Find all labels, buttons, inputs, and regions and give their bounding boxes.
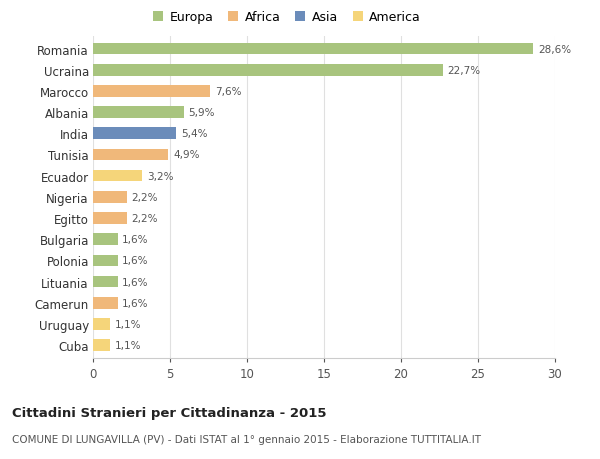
Bar bbox=[93, 44, 533, 55]
Text: 1,6%: 1,6% bbox=[122, 277, 149, 287]
Text: 1,6%: 1,6% bbox=[122, 298, 149, 308]
Bar bbox=[93, 234, 118, 246]
Text: COMUNE DI LUNGAVILLA (PV) - Dati ISTAT al 1° gennaio 2015 - Elaborazione TUTTITA: COMUNE DI LUNGAVILLA (PV) - Dati ISTAT a… bbox=[12, 434, 481, 444]
Text: 1,1%: 1,1% bbox=[115, 319, 141, 329]
Text: 3,2%: 3,2% bbox=[147, 171, 173, 181]
Bar bbox=[93, 276, 118, 288]
Text: 1,6%: 1,6% bbox=[122, 235, 149, 245]
Bar bbox=[93, 319, 110, 330]
Legend: Europa, Africa, Asia, America: Europa, Africa, Asia, America bbox=[153, 11, 421, 24]
Text: Cittadini Stranieri per Cittadinanza - 2015: Cittadini Stranieri per Cittadinanza - 2… bbox=[12, 406, 326, 419]
Text: 2,2%: 2,2% bbox=[131, 213, 158, 224]
Text: 5,9%: 5,9% bbox=[188, 108, 215, 118]
Text: 28,6%: 28,6% bbox=[538, 45, 571, 55]
Bar bbox=[93, 340, 110, 351]
Text: 2,2%: 2,2% bbox=[131, 192, 158, 202]
Bar bbox=[93, 191, 127, 203]
Bar bbox=[93, 255, 118, 267]
Bar bbox=[93, 149, 169, 161]
Text: 4,9%: 4,9% bbox=[173, 150, 200, 160]
Text: 7,6%: 7,6% bbox=[215, 87, 241, 97]
Bar bbox=[93, 297, 118, 309]
Bar bbox=[93, 213, 127, 224]
Bar bbox=[93, 128, 176, 140]
Text: 22,7%: 22,7% bbox=[447, 66, 481, 76]
Bar bbox=[93, 170, 142, 182]
Text: 1,6%: 1,6% bbox=[122, 256, 149, 266]
Bar bbox=[93, 86, 210, 97]
Text: 5,4%: 5,4% bbox=[181, 129, 207, 139]
Bar bbox=[93, 65, 443, 76]
Bar bbox=[93, 107, 184, 118]
Text: 1,1%: 1,1% bbox=[115, 340, 141, 350]
